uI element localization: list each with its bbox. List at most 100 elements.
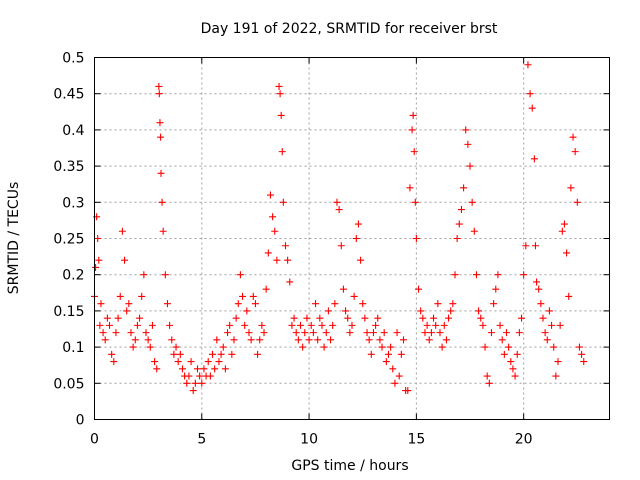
data-point — [290, 314, 298, 322]
data-point — [530, 155, 538, 163]
data-point — [578, 350, 586, 358]
data-point — [460, 184, 468, 192]
data-point — [273, 256, 281, 264]
data-point — [121, 256, 129, 264]
data-point — [408, 126, 416, 134]
data-point — [288, 321, 296, 329]
data-point — [200, 365, 208, 373]
data-point — [369, 329, 377, 337]
data-point — [415, 285, 423, 293]
data-point — [249, 292, 257, 300]
data-point — [278, 148, 286, 156]
data-point — [528, 104, 536, 112]
data-point — [425, 336, 433, 344]
data-point — [299, 343, 307, 351]
data-point — [245, 329, 253, 337]
data-point — [384, 350, 392, 358]
data-point — [217, 350, 225, 358]
data-points — [91, 61, 588, 395]
data-point — [492, 285, 500, 293]
data-point — [419, 314, 427, 322]
data-point — [440, 321, 448, 329]
data-point — [183, 379, 191, 387]
data-point — [374, 314, 382, 322]
data-point — [552, 372, 560, 380]
data-point — [543, 336, 551, 344]
data-point — [178, 365, 186, 373]
data-point — [114, 314, 122, 322]
data-point — [239, 292, 247, 300]
data-point — [158, 198, 166, 206]
y-tick-label: 0.35 — [53, 159, 84, 175]
data-point — [187, 358, 195, 366]
data-point — [412, 235, 420, 242]
data-point — [339, 285, 347, 293]
data-point — [206, 372, 214, 380]
y-tick-label: 0.45 — [53, 87, 84, 103]
data-point — [466, 162, 474, 170]
data-point — [157, 133, 165, 141]
data-point — [329, 321, 337, 329]
data-point — [558, 227, 566, 235]
data-point — [140, 271, 148, 279]
data-point — [307, 321, 315, 329]
data-point — [301, 329, 309, 337]
data-point — [513, 350, 521, 358]
data-point — [363, 329, 371, 337]
data-point — [573, 198, 581, 206]
data-point — [500, 350, 508, 358]
axis-ticks — [94, 57, 610, 420]
axis-tick-labels: 0 0.05 0.1 0.15 0.2 0.25 0.3 0.35 0.4 0.45 0.5 0 5 10… — [53, 51, 532, 448]
data-point — [123, 307, 131, 315]
data-point — [352, 235, 360, 242]
data-point — [232, 314, 240, 322]
y-tick-label: 0.05 — [53, 376, 84, 392]
data-point — [348, 321, 356, 329]
data-point — [108, 350, 116, 358]
x-tick-label: 15 — [407, 432, 425, 448]
data-point — [247, 336, 255, 344]
data-point — [447, 307, 455, 315]
x-tick-label: 10 — [300, 432, 318, 448]
data-point — [118, 227, 126, 235]
data-point — [254, 350, 262, 358]
data-point — [196, 372, 204, 380]
data-point — [537, 300, 545, 308]
data-point — [533, 278, 541, 286]
data-point — [170, 350, 178, 358]
data-point — [507, 358, 515, 366]
data-point — [556, 321, 564, 329]
data-point — [539, 314, 547, 322]
data-point — [159, 227, 167, 235]
data-point — [372, 321, 380, 329]
data-point — [204, 358, 212, 366]
data-point — [133, 321, 141, 329]
data-point — [494, 271, 502, 279]
data-point — [146, 343, 154, 351]
data-point — [496, 321, 504, 329]
data-point — [318, 321, 326, 329]
data-point — [309, 329, 317, 337]
data-point — [400, 336, 407, 344]
data-point — [215, 358, 223, 366]
data-point — [262, 285, 270, 293]
data-point — [417, 307, 425, 315]
data-point — [346, 329, 354, 337]
x-tick-label: 5 — [197, 432, 206, 448]
y-tick-label: 0.4 — [62, 123, 84, 139]
data-point — [430, 314, 438, 322]
data-point — [395, 372, 403, 380]
data-point — [382, 358, 390, 366]
data-point — [380, 329, 388, 337]
data-point — [284, 256, 292, 264]
data-point — [410, 148, 418, 156]
data-point — [228, 350, 236, 358]
data-point — [479, 321, 487, 329]
data-point — [256, 336, 264, 344]
data-point — [166, 321, 174, 329]
data-point — [462, 126, 470, 134]
data-point — [116, 292, 124, 300]
data-point — [475, 307, 483, 315]
data-point — [156, 119, 164, 127]
